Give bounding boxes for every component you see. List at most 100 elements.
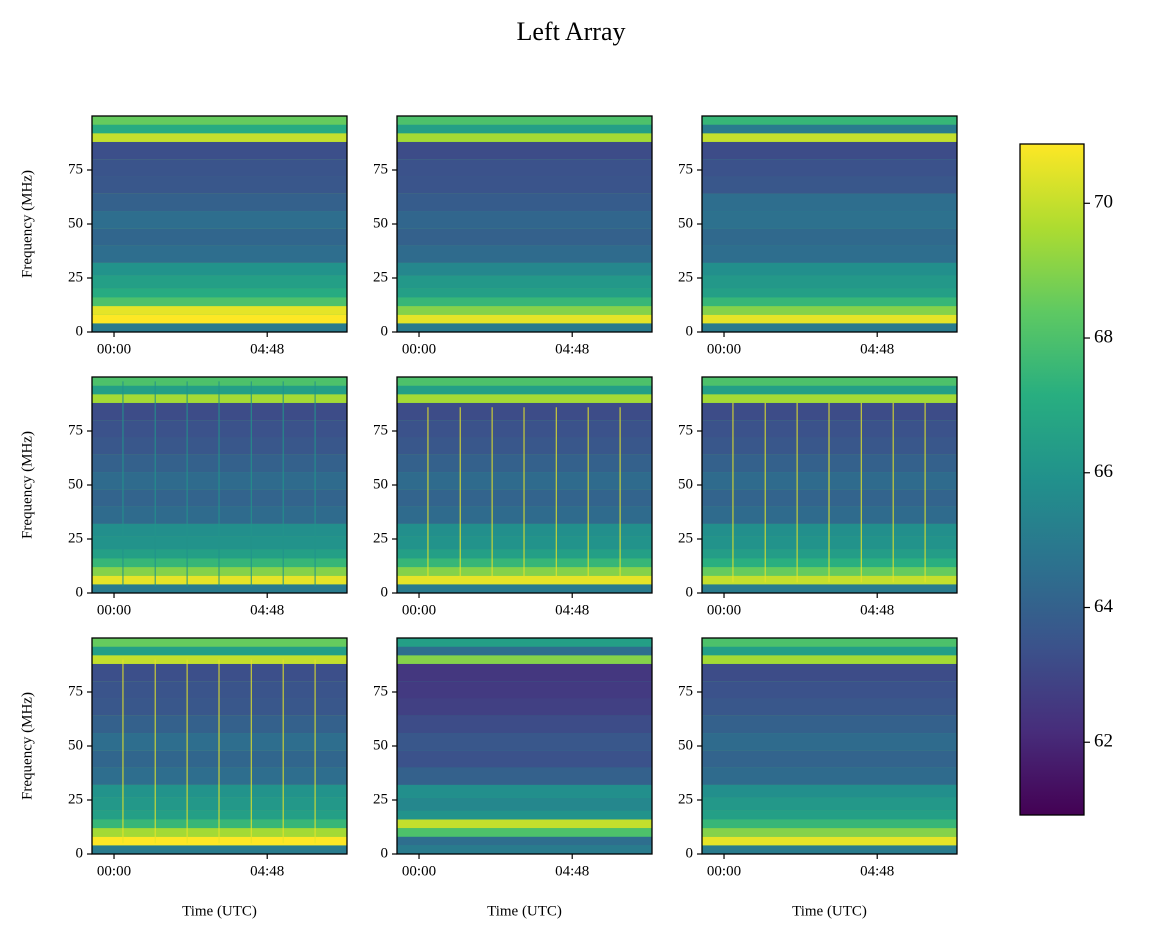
heatmap-band	[92, 141, 347, 160]
heatmap-band	[702, 733, 957, 751]
y-tick-label: 0	[686, 584, 694, 600]
heatmap-band	[92, 642, 347, 647]
y-tick-label: 0	[381, 845, 389, 861]
x-tick-label: 00:00	[97, 602, 131, 618]
x-axis-label: Time (UTC)	[182, 903, 257, 919]
heatmap-band	[702, 314, 957, 324]
heatmap-band	[397, 262, 652, 276]
heatmap-band	[397, 845, 652, 854]
y-tick-label: 25	[68, 269, 83, 285]
heatmap-band	[397, 642, 652, 647]
heatmap-band	[397, 663, 652, 682]
heatmap-band	[702, 262, 957, 276]
y-tick-label: 50	[678, 737, 693, 753]
heatmap-band	[702, 124, 957, 134]
figure-title: Left Array	[516, 17, 625, 46]
heatmap-band	[702, 715, 957, 734]
heatmap-band	[702, 176, 957, 194]
heatmap-band	[397, 306, 652, 315]
y-tick-label: 0	[76, 323, 84, 339]
heatmap-band	[92, 275, 347, 289]
heatmap-band	[702, 288, 957, 298]
y-tick-label: 75	[678, 683, 693, 699]
heatmap-band	[702, 642, 957, 647]
heatmap-band	[92, 646, 347, 656]
x-tick-label: 04:48	[555, 863, 589, 879]
heatmap-band	[92, 845, 347, 854]
heatmap-band	[92, 297, 347, 307]
y-tick-label: 75	[68, 683, 83, 699]
heatmap-band	[702, 133, 957, 142]
heatmap-band	[702, 836, 957, 846]
heatmap-band	[702, 381, 957, 386]
y-tick-label: 0	[686, 323, 694, 339]
heatmap-band	[397, 394, 652, 403]
heatmap-band	[702, 828, 957, 837]
heatmap-band	[702, 394, 957, 403]
heatmap-band	[92, 314, 347, 324]
heatmap-band	[702, 141, 957, 160]
x-tick-label: 00:00	[402, 341, 436, 357]
heatmap-band	[397, 133, 652, 142]
x-tick-label: 00:00	[707, 602, 741, 618]
heatmap-band	[397, 810, 652, 820]
y-axis-label: Frequency (MHz)	[19, 692, 35, 800]
heatmap-band	[397, 797, 652, 811]
y-tick-label: 25	[678, 530, 693, 546]
heatmap-band	[397, 646, 652, 656]
heatmap-band	[397, 784, 652, 798]
heatmap-band	[702, 767, 957, 785]
x-tick-label: 04:48	[555, 602, 589, 618]
x-tick-label: 00:00	[97, 341, 131, 357]
colorbar-tick-label: 68	[1094, 326, 1113, 347]
heatmap-band	[397, 767, 652, 785]
colorbar-tick-label: 70	[1094, 192, 1113, 213]
heatmap-band	[397, 836, 652, 846]
colorbar-tick-label: 66	[1094, 461, 1113, 482]
y-tick-label: 25	[678, 269, 693, 285]
heatmap-band	[702, 385, 957, 395]
heatmap-band	[702, 750, 957, 768]
heatmap-band	[92, 262, 347, 276]
y-axis-label: Frequency (MHz)	[19, 170, 35, 278]
y-tick-label: 50	[373, 737, 388, 753]
heatmap-band	[92, 245, 347, 263]
x-tick-label: 00:00	[707, 341, 741, 357]
heatmap-band	[702, 159, 957, 177]
y-tick-label: 50	[678, 215, 693, 231]
x-axis-label: Time (UTC)	[792, 903, 867, 919]
heatmap-band	[92, 228, 347, 246]
heatmap-band	[702, 297, 957, 307]
heatmap-band	[702, 797, 957, 811]
y-tick-label: 0	[686, 845, 694, 861]
heatmap-band	[702, 810, 957, 820]
heatmap-band	[397, 141, 652, 160]
y-tick-label: 75	[373, 161, 388, 177]
heatmap-band	[397, 314, 652, 324]
heatmap-band	[702, 784, 957, 798]
y-tick-label: 75	[373, 683, 388, 699]
heatmap-band	[397, 381, 652, 386]
heatmap-band	[397, 733, 652, 751]
heatmap-band	[92, 133, 347, 142]
heatmap-band	[397, 655, 652, 664]
y-tick-label: 25	[678, 791, 693, 807]
y-tick-label: 0	[76, 584, 84, 600]
y-tick-label: 50	[373, 215, 388, 231]
y-tick-label: 50	[68, 476, 83, 492]
heatmap-band	[92, 120, 347, 125]
heatmap-band	[397, 385, 652, 395]
x-tick-label: 04:48	[250, 863, 284, 879]
heatmap-band	[397, 288, 652, 298]
heatmap-band	[702, 681, 957, 699]
heatmap-band	[92, 584, 347, 593]
heatmap-band	[397, 124, 652, 134]
heatmap-band	[702, 306, 957, 315]
heatmap-band	[92, 193, 347, 212]
heatmap-band	[702, 663, 957, 682]
heatmap-band	[702, 698, 957, 716]
heatmap-band	[92, 159, 347, 177]
x-tick-label: 04:48	[250, 341, 284, 357]
heatmap-band	[397, 275, 652, 289]
